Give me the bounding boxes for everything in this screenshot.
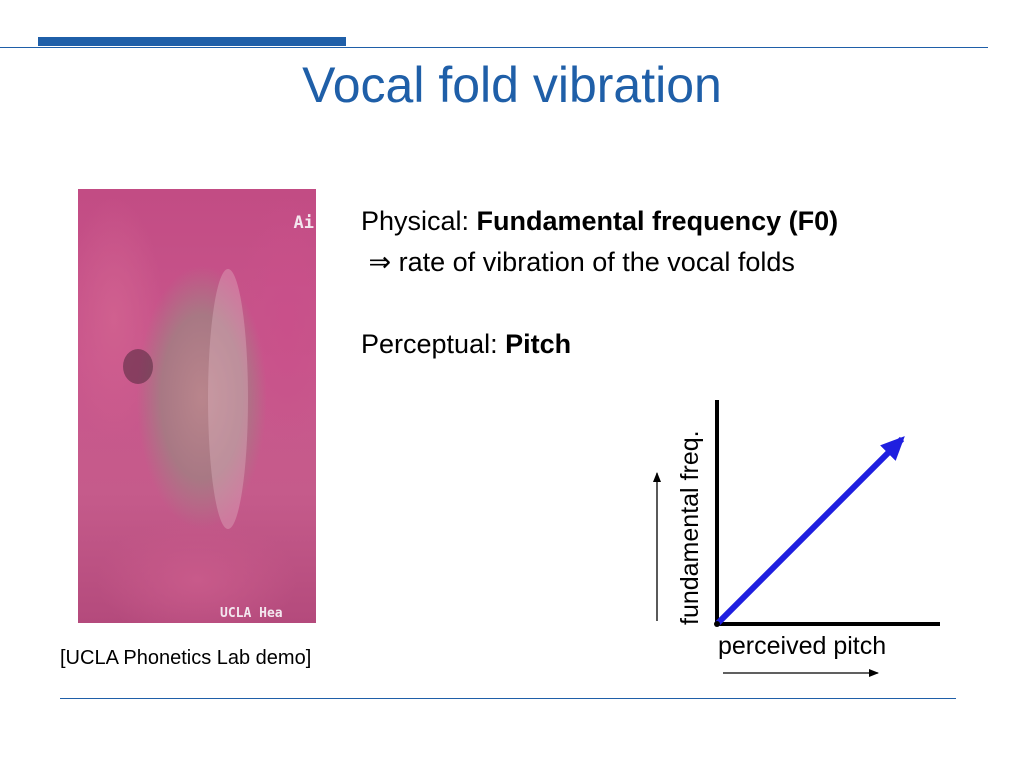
pitch-graph	[653, 400, 940, 677]
perceptual-line: Perceptual: Pitch	[361, 324, 838, 365]
header-bar	[38, 37, 346, 46]
explanation-line: ⇒ rate of vibration of the vocal folds	[361, 242, 838, 283]
physical-line: Physical: Fundamental frequency (F0)	[361, 201, 838, 242]
perceptual-label: Perceptual:	[361, 329, 506, 359]
body-text: Physical: Fundamental frequency (F0) ⇒ r…	[361, 201, 838, 365]
implies-arrow-icon: ⇒	[368, 247, 392, 277]
perceptual-term: Pitch	[505, 329, 572, 359]
physical-explanation: rate of vibration of the vocal folds	[391, 247, 795, 277]
header-rule	[0, 47, 988, 48]
physical-term: Fundamental frequency (F0)	[476, 206, 839, 236]
y-axis-label: fundamental freq.	[676, 430, 704, 625]
physical-label: Physical:	[361, 206, 477, 236]
photo-caption: [UCLA Phonetics Lab demo]	[60, 647, 312, 669]
vocal-fold-highlight	[208, 269, 248, 529]
footer-rule	[60, 698, 956, 699]
vocal-fold-shadow	[123, 349, 153, 384]
pitch-frequency-line	[714, 436, 905, 627]
vocal-fold-video-image: Ai UCLA Hea	[78, 189, 316, 623]
origin-point	[714, 621, 720, 627]
photo-watermark-bottom: UCLA Hea	[220, 606, 283, 621]
x-axis-label: perceived pitch	[718, 632, 887, 660]
slide-title: Vocal fold vibration	[302, 57, 722, 113]
photo-watermark-top: Ai	[293, 213, 314, 233]
